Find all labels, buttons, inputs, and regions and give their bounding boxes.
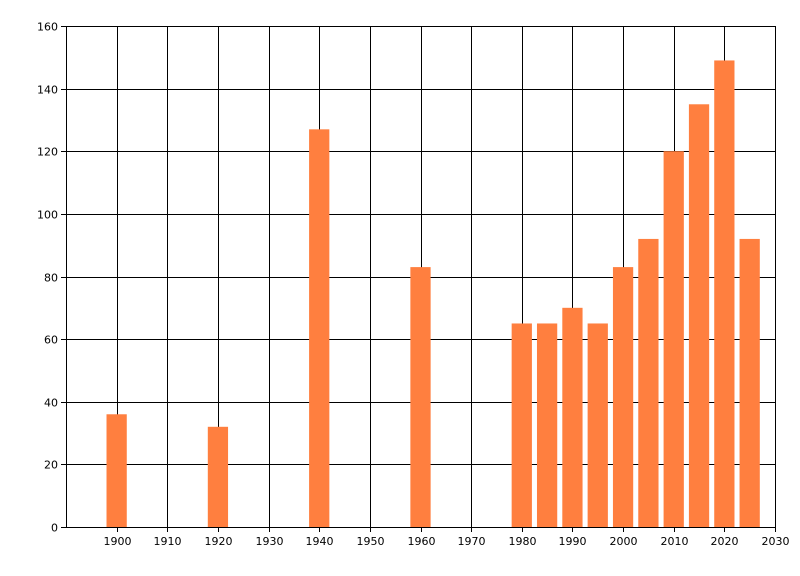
bar-1940 [309, 129, 330, 528]
x-tick-label: 2000 [610, 535, 638, 548]
bars [106, 60, 760, 528]
bar-1920 [207, 426, 229, 527]
bar-2010 [663, 151, 684, 527]
x-tick-label: 1930 [256, 535, 284, 548]
y-tick-label: 20 [44, 459, 58, 472]
bar-2015 [688, 104, 710, 527]
x-tick-label: 1950 [357, 535, 385, 548]
x-tick-labels: 1900 1910 1920 1930 1940 1950 1960 1970 1980 1990… [104, 535, 790, 548]
y-tick-label: 120 [37, 146, 58, 159]
x-tick-label: 1900 [104, 535, 132, 548]
x-tick-label: 1960 [408, 535, 436, 548]
y-tick-label: 100 [37, 209, 58, 222]
x-tick-label: 1980 [509, 535, 537, 548]
bar-2005 [638, 238, 659, 528]
bar-2025 [739, 238, 760, 528]
y-tick-label: 0 [51, 522, 58, 535]
bar-1980 [511, 323, 532, 527]
x-tick-label: 1970 [458, 535, 486, 548]
bar-1900 [106, 414, 127, 527]
bar-2000 [612, 267, 634, 527]
y-tick-label: 160 [37, 21, 58, 34]
x-tick-label: 1990 [559, 535, 587, 548]
y-tick-labels: 0 20 40 60 80 100 120 140 160 [37, 21, 58, 535]
x-tick-label: 2010 [661, 535, 689, 548]
bar-1960 [410, 267, 431, 527]
y-tick-label: 40 [44, 397, 58, 410]
bar-2020 [714, 60, 735, 527]
y-tick-label: 80 [44, 272, 58, 285]
x-tick-label: 2020 [711, 535, 739, 548]
bar-1995 [587, 323, 608, 527]
axes [61, 26, 776, 532]
x-tick-label: 1920 [205, 535, 233, 548]
x-tick-label: 1940 [306, 535, 334, 548]
x-tick-label: 2030 [762, 535, 790, 548]
y-tick-label: 140 [37, 84, 58, 97]
bar-1985 [536, 323, 558, 527]
x-tick-label: 1910 [154, 535, 182, 548]
bar-1990 [562, 307, 583, 527]
y-tick-label: 60 [44, 334, 58, 347]
